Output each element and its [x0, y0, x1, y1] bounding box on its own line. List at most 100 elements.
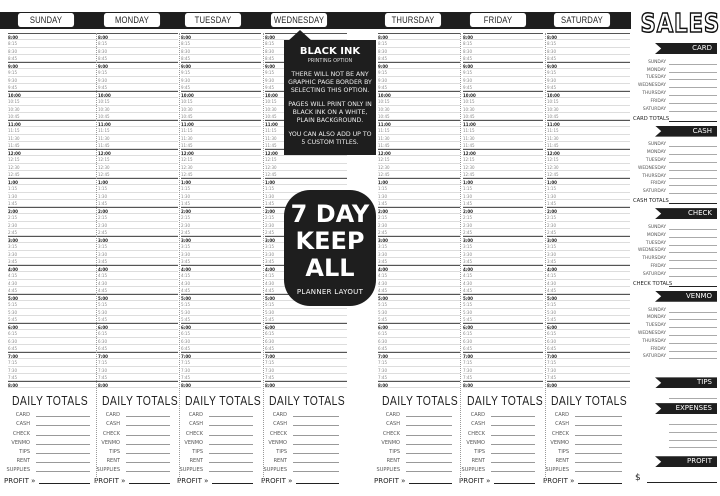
total-field[interactable]: [406, 416, 452, 418]
time-slot[interactable]: 5:30: [98, 309, 178, 316]
time-slot[interactable]: 3:30: [378, 251, 460, 258]
time-slot[interactable]: 9:45: [378, 84, 460, 91]
time-slot[interactable]: 7:45: [181, 374, 261, 381]
tips-field[interactable]: [669, 398, 717, 400]
time-slot[interactable]: 8:45: [378, 55, 460, 62]
time-slot[interactable]: 11:00: [181, 120, 261, 128]
sales-field[interactable]: [669, 110, 717, 112]
time-slot[interactable]: 9:45: [8, 84, 98, 91]
total-field[interactable]: [575, 452, 622, 454]
time-slot[interactable]: 2:45: [181, 229, 261, 236]
time-slot[interactable]: 12:30: [181, 164, 261, 171]
sales-field[interactable]: [669, 311, 717, 313]
time-slot[interactable]: 7:30: [265, 367, 347, 374]
time-slot[interactable]: 8:30: [463, 48, 543, 55]
time-slot[interactable]: 3:15: [181, 243, 261, 251]
time-slot[interactable]: 11:00: [8, 120, 98, 128]
time-slot[interactable]: 5:00: [181, 294, 261, 302]
time-slot[interactable]: 9:30: [378, 77, 460, 84]
total-field[interactable]: [126, 471, 170, 473]
time-slot[interactable]: 9:45: [181, 84, 261, 91]
time-slot[interactable]: 9:00: [181, 62, 261, 70]
time-slot[interactable]: 7:30: [181, 367, 261, 374]
sales-field[interactable]: [669, 228, 717, 230]
time-slot[interactable]: 2:15: [181, 214, 261, 222]
time-slot[interactable]: 12:30: [265, 164, 347, 171]
time-slot[interactable]: 1:45: [378, 200, 460, 207]
time-slot[interactable]: 1:15: [378, 185, 460, 193]
time-slot[interactable]: 5:45: [463, 316, 543, 323]
time-slot[interactable]: 5:15: [8, 301, 98, 309]
time-slot[interactable]: 1:45: [8, 200, 98, 207]
sales-field[interactable]: [669, 275, 717, 277]
time-slot[interactable]: 8:15: [181, 40, 261, 48]
time-slot[interactable]: 7:30: [463, 367, 543, 374]
time-slot[interactable]: 5:30: [547, 309, 630, 316]
total-field[interactable]: [126, 416, 170, 418]
time-slot[interactable]: 12:30: [463, 164, 543, 171]
time-slot[interactable]: 1:00: [378, 178, 460, 186]
time-slot[interactable]: 3:45: [463, 258, 543, 265]
profit-field[interactable]: [409, 483, 452, 485]
time-slot[interactable]: 6:00: [547, 323, 630, 331]
time-slot[interactable]: 2:00: [98, 207, 178, 215]
time-slot[interactable]: 4:45: [378, 287, 460, 294]
time-slot[interactable]: 2:00: [547, 207, 630, 215]
time-slot[interactable]: 12:45: [265, 171, 347, 178]
time-slot[interactable]: 10:00: [181, 91, 261, 99]
total-field[interactable]: [126, 452, 170, 454]
time-slot[interactable]: 2:00: [378, 207, 460, 215]
time-slot[interactable]: 7:45: [8, 374, 98, 381]
time-slot[interactable]: 7:30: [98, 367, 178, 374]
time-slot[interactable]: 10:45: [463, 113, 543, 120]
time-slot[interactable]: 5:30: [378, 309, 460, 316]
time-slot[interactable]: 11:15: [181, 127, 261, 135]
time-slot[interactable]: 7:45: [463, 374, 543, 381]
time-slot[interactable]: 2:00: [181, 207, 261, 215]
time-slot[interactable]: 10:00: [547, 91, 630, 99]
total-field[interactable]: [406, 434, 452, 436]
time-slot[interactable]: 1:00: [8, 178, 98, 186]
time-slot[interactable]: 11:45: [378, 142, 460, 149]
time-slot[interactable]: 11:00: [463, 120, 543, 128]
time-slot[interactable]: 8:15: [547, 40, 630, 48]
time-slot[interactable]: 1:30: [463, 193, 543, 200]
expense-field[interactable]: [669, 423, 717, 425]
total-field[interactable]: [36, 425, 90, 427]
time-slot[interactable]: 3:00: [98, 236, 178, 244]
time-slot[interactable]: 1:00: [547, 178, 630, 186]
time-slot[interactable]: 6:45: [98, 345, 178, 352]
time-slot[interactable]: 9:45: [463, 84, 543, 91]
time-slot[interactable]: 2:30: [181, 222, 261, 229]
time-slot[interactable]: 4:15: [181, 272, 261, 280]
time-slot[interactable]: 5:15: [265, 301, 347, 309]
time-slot[interactable]: 8:00: [8, 33, 98, 41]
sales-field[interactable]: [669, 146, 717, 148]
sales-field[interactable]: [669, 327, 717, 329]
time-slot[interactable]: 11:00: [98, 120, 178, 128]
time-slot[interactable]: 10:45: [8, 113, 98, 120]
time-slot[interactable]: 8:00: [378, 381, 460, 389]
time-slot[interactable]: 1:30: [547, 193, 630, 200]
time-slot[interactable]: 7:00: [98, 352, 178, 360]
time-slot[interactable]: 3:15: [98, 243, 178, 251]
time-slot[interactable]: 6:45: [378, 345, 460, 352]
time-slot[interactable]: 6:00: [463, 323, 543, 331]
time-slot[interactable]: 8:45: [463, 55, 543, 62]
time-slot[interactable]: 6:30: [265, 338, 347, 345]
time-slot[interactable]: 10:30: [98, 106, 178, 113]
sales-field[interactable]: [669, 342, 717, 344]
time-slot[interactable]: 3:15: [547, 243, 630, 251]
total-field[interactable]: [36, 434, 90, 436]
time-slot[interactable]: 4:30: [98, 280, 178, 287]
time-slot[interactable]: 2:30: [547, 222, 630, 229]
time-slot[interactable]: 4:00: [98, 265, 178, 273]
sales-field[interactable]: [669, 79, 717, 81]
time-slot[interactable]: 9:00: [8, 62, 98, 70]
profit-field[interactable]: [578, 483, 622, 485]
time-slot[interactable]: 6:15: [547, 330, 630, 338]
profit-field[interactable]: [39, 483, 90, 485]
time-slot[interactable]: 9:45: [98, 84, 178, 91]
sales-field[interactable]: [669, 236, 717, 238]
time-slot[interactable]: 6:30: [8, 338, 98, 345]
